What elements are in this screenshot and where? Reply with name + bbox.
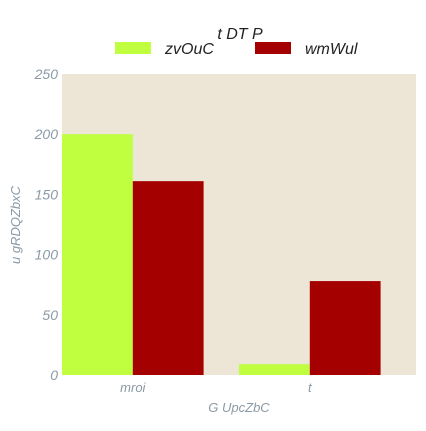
bar-wmwul-mroi — [132, 181, 204, 375]
x-axis-label: G UpcZbC — [208, 400, 270, 415]
legend: zvOuC wmWul — [115, 41, 358, 58]
bars-layer — [62, 134, 381, 375]
y-tick-label-0: 0 — [50, 367, 58, 383]
y-tick-label-250: 250 — [34, 66, 59, 82]
bar-zvouc-t — [239, 364, 310, 375]
y-tick-label-200: 200 — [34, 126, 59, 142]
legend-label-zvouc: zvOuC — [164, 41, 214, 58]
y-tick-label-50: 50 — [42, 307, 58, 323]
x-tick-label-t: t — [308, 380, 313, 395]
y-tick-label-150: 150 — [35, 186, 59, 202]
x-tick-label-mroi: mroi — [120, 380, 146, 395]
bar-zvouc-mroi — [62, 134, 133, 375]
x-axis-ticks: mroi t — [120, 380, 313, 395]
y-axis-label: u gRDQZbxC — [8, 185, 23, 264]
legend-label-wmwul: wmWul — [305, 41, 358, 58]
y-tick-label-100: 100 — [35, 247, 59, 263]
y-axis-ticks: 0 50 100 150 200 250 — [34, 66, 59, 383]
chart-title: t DT P — [217, 26, 263, 43]
legend-swatch-wmwul — [255, 42, 291, 54]
legend-swatch-zvouc — [115, 42, 151, 54]
bar-wmwul-t — [309, 281, 381, 375]
